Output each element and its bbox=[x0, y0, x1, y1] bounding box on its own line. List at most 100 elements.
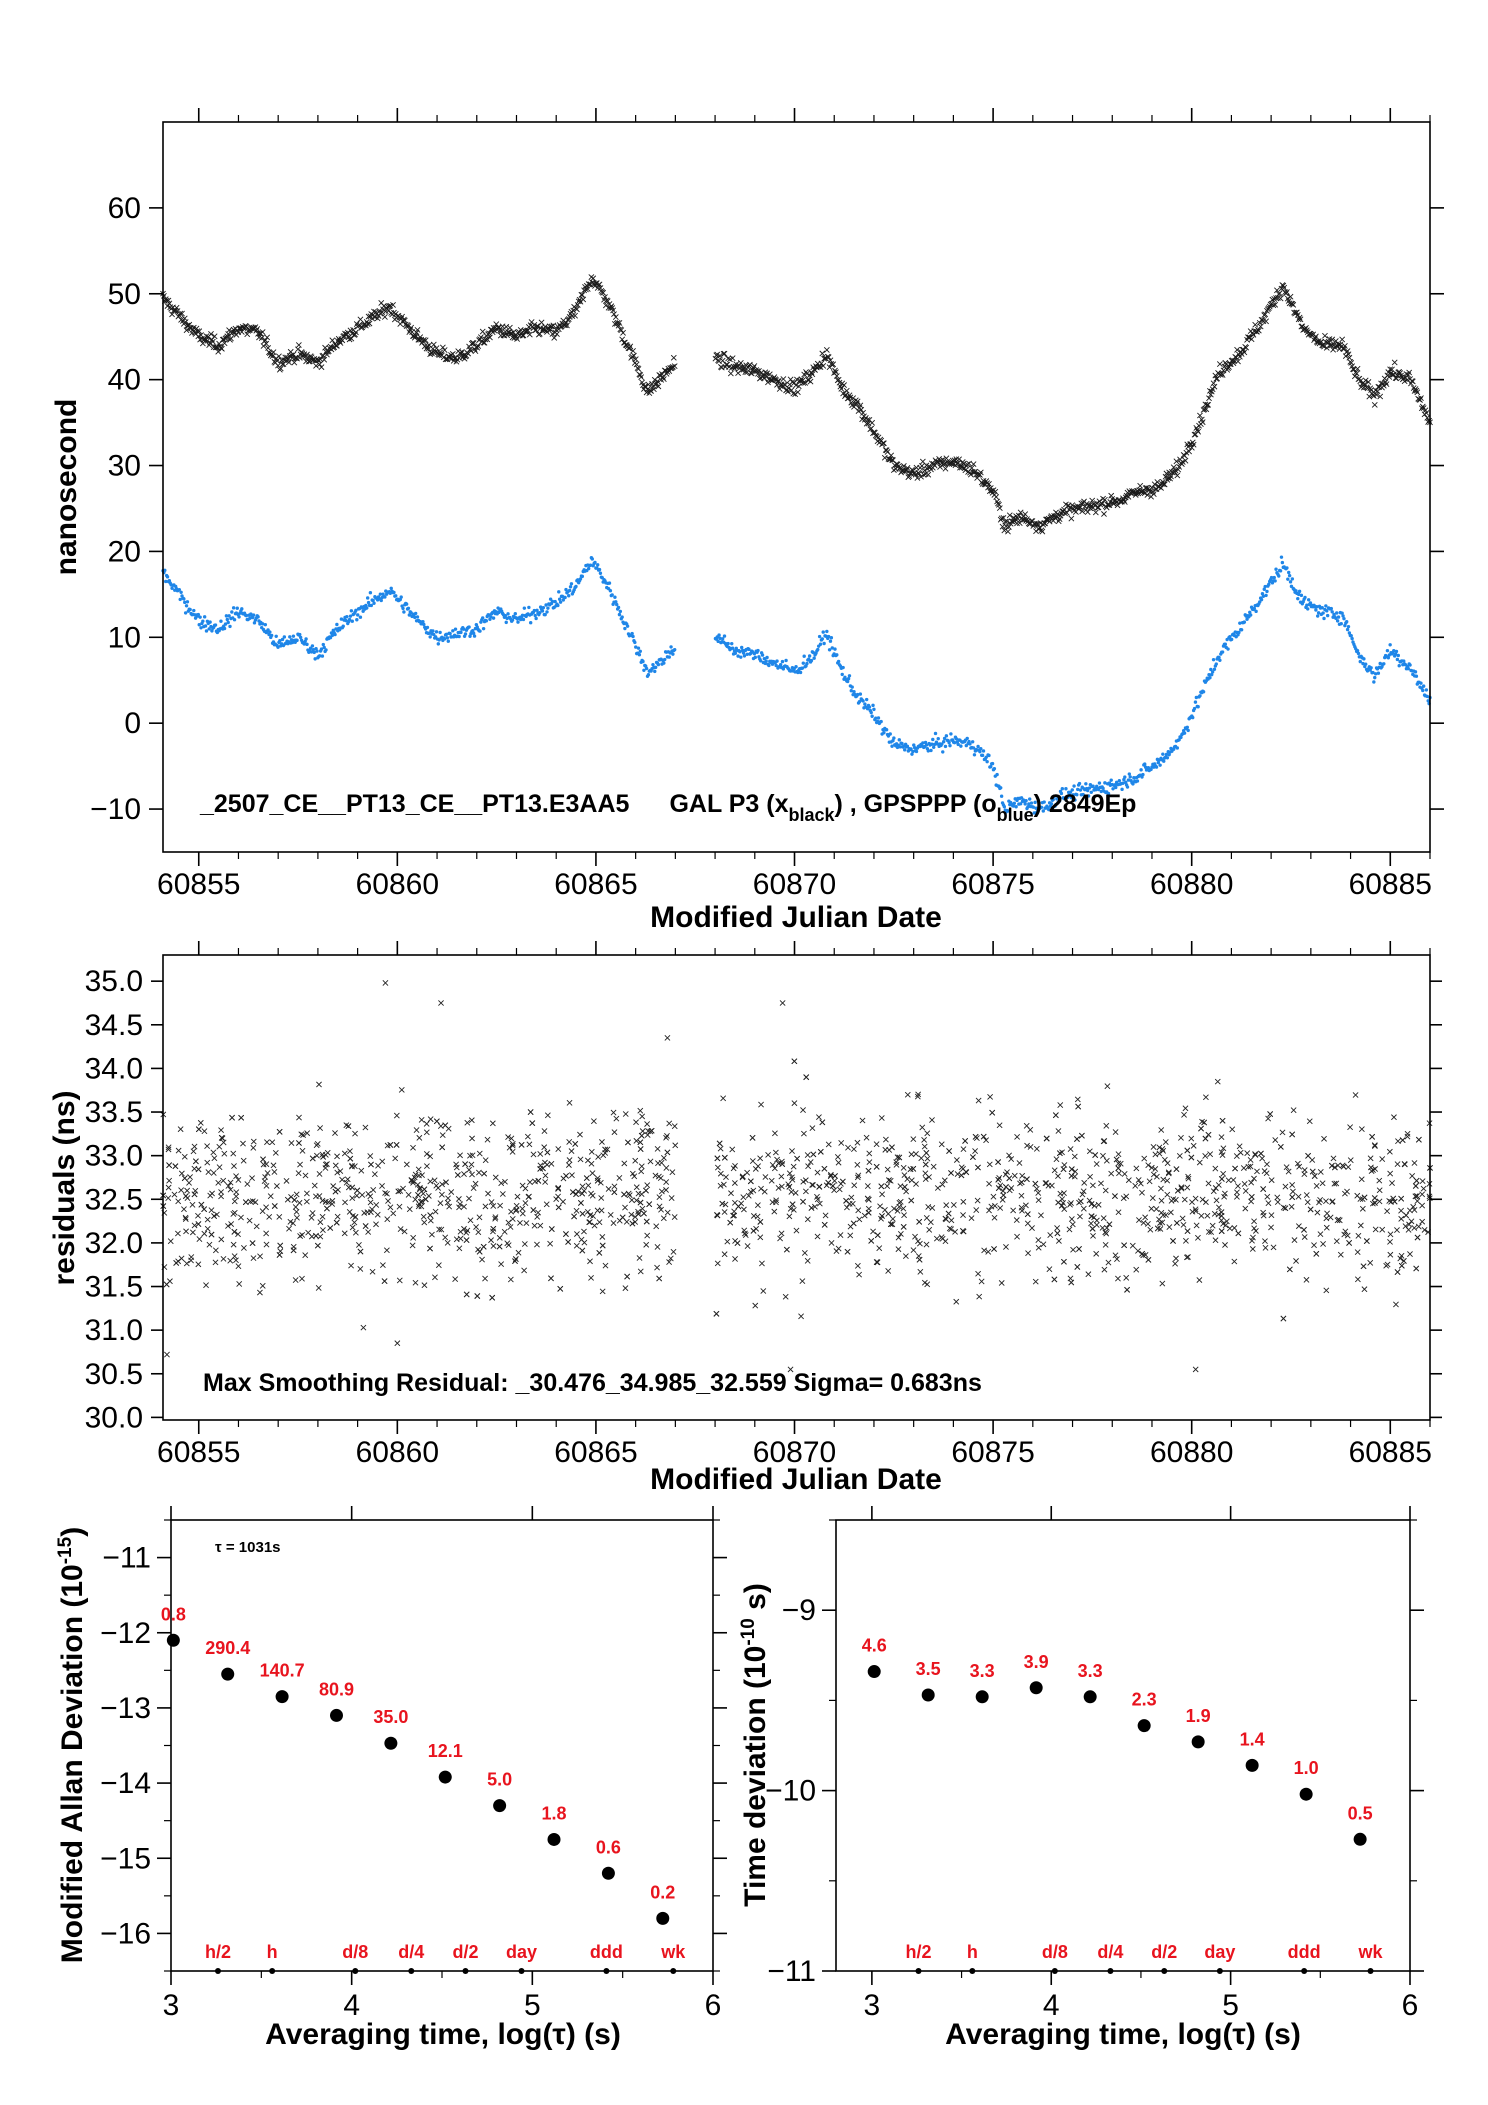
residual-point bbox=[1370, 1167, 1376, 1173]
gal-p3-point bbox=[474, 344, 481, 351]
gpsppp-point bbox=[874, 716, 878, 720]
residual-point bbox=[960, 1212, 966, 1218]
residual-point bbox=[622, 1285, 629, 1292]
residual-point bbox=[1055, 1199, 1062, 1206]
residual-point bbox=[1166, 1224, 1173, 1230]
residual-point bbox=[392, 1155, 399, 1162]
residual-point bbox=[1139, 1250, 1146, 1257]
residual-point bbox=[231, 1228, 238, 1235]
residual-point bbox=[416, 1134, 423, 1141]
residual-point bbox=[1257, 1150, 1264, 1157]
gpsppp-point bbox=[849, 689, 853, 693]
gpsppp-point bbox=[1392, 648, 1396, 653]
residual-point bbox=[1289, 1131, 1296, 1138]
residual-point bbox=[723, 1174, 729, 1181]
gpsppp-point bbox=[438, 630, 442, 635]
residual-point bbox=[485, 1190, 491, 1197]
gal-p3-point bbox=[731, 365, 738, 372]
tdev-point bbox=[1137, 1719, 1151, 1733]
residual-point bbox=[191, 1222, 198, 1229]
residual-point bbox=[633, 1184, 640, 1191]
gpsppp-point bbox=[929, 748, 933, 753]
residual-point bbox=[357, 1266, 364, 1272]
gpsppp-point bbox=[1106, 791, 1111, 796]
residual-point bbox=[1180, 1221, 1187, 1228]
gal-p3-point bbox=[333, 342, 340, 349]
residual-point bbox=[475, 1229, 482, 1236]
residual-point bbox=[1042, 1180, 1049, 1187]
gpsppp-point bbox=[548, 597, 553, 601]
residual-point bbox=[610, 1109, 617, 1116]
residual-point bbox=[1340, 1163, 1347, 1170]
residual-point bbox=[924, 1130, 931, 1137]
residual-point bbox=[1386, 1148, 1393, 1155]
residual-point bbox=[721, 1251, 728, 1258]
residual-point bbox=[1415, 1136, 1422, 1143]
residual-point bbox=[420, 1190, 427, 1197]
residual-point bbox=[581, 1239, 588, 1246]
gal-p3-point bbox=[790, 390, 797, 397]
residual-point bbox=[669, 1169, 676, 1176]
gal-p3-point bbox=[942, 465, 949, 472]
residual-point bbox=[605, 1186, 612, 1192]
residual-point bbox=[1230, 1177, 1237, 1183]
residual-point bbox=[1301, 1167, 1308, 1174]
gpsppp-point bbox=[256, 615, 260, 619]
gpsppp-point bbox=[268, 630, 272, 634]
residual-point bbox=[432, 1274, 438, 1281]
gpsppp-point bbox=[538, 611, 542, 615]
residual-point bbox=[1035, 1237, 1042, 1243]
gal-p3-point bbox=[487, 326, 494, 333]
gal-p3-point bbox=[262, 337, 269, 344]
residual-point bbox=[897, 1231, 904, 1237]
mdev-ytick-label: −11 bbox=[102, 1542, 151, 1575]
gal-p3-point bbox=[399, 313, 406, 320]
residual-point bbox=[299, 1147, 306, 1154]
residual-point bbox=[720, 1095, 727, 1102]
residual-point bbox=[464, 1119, 471, 1126]
gpsppp-point bbox=[767, 663, 771, 668]
gal-p3-point bbox=[1329, 336, 1336, 343]
residual-point bbox=[787, 1205, 794, 1212]
gpsppp-point bbox=[282, 635, 287, 639]
gpsppp-point bbox=[545, 610, 549, 614]
residual-point bbox=[599, 1242, 606, 1249]
timeseries-series-group bbox=[160, 274, 1433, 815]
gal-p3-point bbox=[631, 352, 637, 359]
gal-p3-point bbox=[1224, 366, 1231, 373]
gpsppp-point bbox=[596, 563, 600, 567]
residual-point bbox=[341, 1230, 348, 1237]
residual-point bbox=[1412, 1193, 1419, 1200]
residual-point bbox=[1344, 1232, 1351, 1239]
residual-point bbox=[1145, 1221, 1151, 1227]
residual-point bbox=[1267, 1111, 1274, 1117]
gpsppp-point bbox=[1265, 589, 1269, 594]
residual-point bbox=[1413, 1177, 1420, 1184]
residual-point bbox=[873, 1163, 880, 1170]
gpsppp-point bbox=[371, 598, 375, 603]
timeseries-xtick-label: 60860 bbox=[356, 868, 439, 901]
gpsppp-point bbox=[165, 575, 170, 579]
residual-point bbox=[884, 1166, 891, 1173]
residual-point bbox=[206, 1241, 213, 1248]
residual-point bbox=[1101, 1266, 1108, 1273]
gpsppp-point bbox=[833, 647, 837, 651]
residual-point bbox=[181, 1153, 188, 1160]
residual-point bbox=[663, 1165, 670, 1171]
gpsppp-point bbox=[1279, 555, 1284, 559]
gpsppp-point bbox=[1325, 613, 1330, 618]
gpsppp-point bbox=[522, 606, 527, 610]
residual-point bbox=[1337, 1251, 1344, 1258]
residual-point bbox=[302, 1172, 309, 1179]
residual-point bbox=[1393, 1301, 1399, 1308]
residual-point bbox=[611, 1129, 618, 1136]
gal-p3-point bbox=[854, 398, 861, 405]
gpsppp-point bbox=[784, 658, 788, 663]
residual-point bbox=[164, 1351, 170, 1358]
residual-point bbox=[996, 1122, 1003, 1129]
residual-point bbox=[923, 1241, 930, 1248]
residual-point bbox=[1167, 1209, 1174, 1216]
gal-p3-point bbox=[912, 471, 919, 478]
residual-point bbox=[754, 1202, 761, 1209]
residual-point bbox=[714, 1260, 721, 1267]
